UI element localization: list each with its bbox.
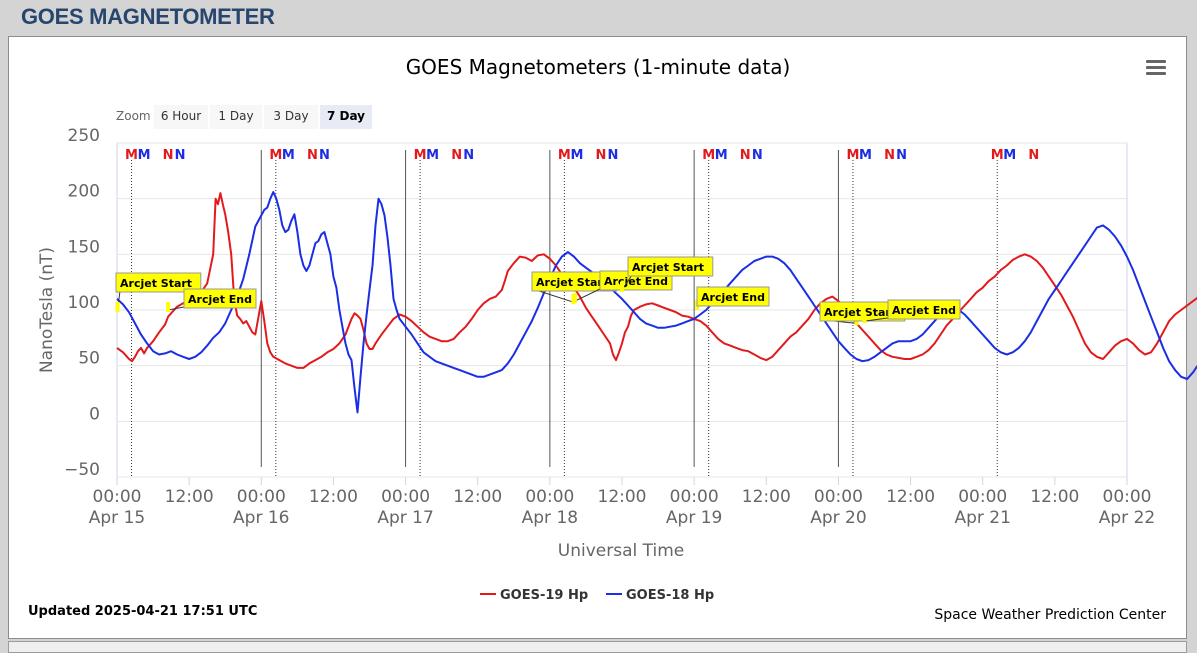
- top-marker-label: N: [319, 148, 330, 163]
- zoom-6-hour-button[interactable]: 6 Hour: [154, 105, 208, 129]
- top-marker-label: N: [163, 148, 174, 163]
- top-marker-label: M: [859, 148, 872, 163]
- menu-bar-icon: [1146, 66, 1166, 69]
- annotation-point-marker: [166, 302, 170, 312]
- annotation-label: Arcjet End: [604, 275, 668, 288]
- x-tick-time: 12:00: [742, 487, 791, 507]
- chart-title: GOES Magnetometers (1-minute data): [406, 55, 791, 79]
- x-tick-time: 00:00: [670, 487, 719, 507]
- y-axis-title: NanoTesla (nT): [37, 247, 57, 373]
- top-marker-label: N: [175, 148, 186, 163]
- x-axis-title: Universal Time: [558, 541, 684, 561]
- top-marker-label: M: [570, 148, 583, 163]
- top-marker-label: M: [414, 148, 427, 163]
- annotation-label: Arcjet End: [701, 291, 765, 304]
- x-tick-date: Apr 18: [522, 508, 578, 528]
- menu-bar-icon: [1146, 60, 1166, 63]
- zoom-1-day-button[interactable]: 1 Day: [210, 105, 262, 129]
- annotation-point-marker: [620, 282, 624, 292]
- top-marker-label: M: [138, 148, 151, 163]
- x-tick-time: 00:00: [1103, 487, 1152, 507]
- top-marker-label: N: [463, 148, 474, 163]
- top-marker-label: M: [1003, 148, 1016, 163]
- top-marker-label: N: [896, 148, 907, 163]
- annotation-label: Arcjet Start: [632, 261, 704, 274]
- x-tick-time: 12:00: [309, 487, 358, 507]
- y-tick-label: −50: [64, 460, 100, 480]
- x-tick-time: 00:00: [958, 487, 1007, 507]
- y-tick-label: 100: [68, 293, 100, 313]
- x-tick-date: Apr 17: [377, 508, 433, 528]
- x-tick-time: 12:00: [165, 487, 214, 507]
- top-marker-label: M: [282, 148, 295, 163]
- x-tick-time: 00:00: [525, 487, 574, 507]
- x-tick-date: Apr 19: [666, 508, 722, 528]
- top-marker-label: N: [608, 148, 619, 163]
- x-tick-time: 12:00: [598, 487, 647, 507]
- top-marker-label: M: [702, 148, 715, 163]
- top-marker-label: N: [740, 148, 751, 163]
- top-marker-label: M: [991, 148, 1004, 163]
- zoom-3-day-button[interactable]: 3 Day: [264, 105, 318, 129]
- x-tick-time: 00:00: [814, 487, 863, 507]
- top-marker-label: N: [307, 148, 318, 163]
- y-tick-label: 150: [68, 237, 100, 257]
- x-tick-date: Apr 16: [233, 508, 289, 528]
- credit-text: Space Weather Prediction Center: [934, 607, 1166, 623]
- annotation-point-marker: [573, 293, 577, 303]
- top-marker-label: N: [596, 148, 607, 163]
- x-tick-date: Apr 15: [89, 508, 145, 528]
- x-tick-time: 00:00: [237, 487, 286, 507]
- top-marker-label: N: [752, 148, 763, 163]
- annotation-label: Arcjet Start: [536, 276, 608, 289]
- y-tick-label: 250: [68, 126, 100, 146]
- x-tick-time: 00:00: [381, 487, 430, 507]
- annotation-label: Arcjet End: [188, 293, 252, 306]
- x-tick-time: 12:00: [886, 487, 935, 507]
- zoom-7-day-button[interactable]: 7 Day: [320, 105, 372, 129]
- legend-label: GOES-19 Hp: [500, 588, 588, 603]
- annotation-point-marker: [116, 302, 120, 312]
- menu-bar-icon: [1146, 72, 1166, 75]
- y-tick-label: 0: [89, 404, 100, 424]
- x-tick-time: 12:00: [453, 487, 502, 507]
- top-marker-label: N: [884, 148, 895, 163]
- annotation-label: Arcjet End: [892, 304, 956, 317]
- annotation-label: Arcjet Start: [824, 306, 896, 319]
- y-tick-label: 50: [78, 349, 100, 369]
- top-marker-label: M: [846, 148, 859, 163]
- hamburger-menu-icon[interactable]: [1146, 60, 1166, 78]
- top-marker-label: M: [269, 148, 282, 163]
- top-marker-label: M: [558, 148, 571, 163]
- top-marker-label: M: [715, 148, 728, 163]
- top-marker-label: M: [125, 148, 138, 163]
- top-marker-label: M: [426, 148, 439, 163]
- x-tick-time: 12:00: [1030, 487, 1079, 507]
- x-tick-date: Apr 21: [954, 508, 1010, 528]
- annotation-point-marker: [862, 313, 866, 323]
- x-tick-time: 00:00: [93, 487, 142, 507]
- legend-label: GOES-18 Hp: [626, 588, 714, 603]
- updated-timestamp: Updated 2025-04-21 17:51 UTC: [28, 604, 257, 619]
- top-marker-label: N: [451, 148, 462, 163]
- x-tick-date: Apr 20: [810, 508, 866, 528]
- y-tick-label: 200: [68, 182, 100, 202]
- zoom-label: Zoom: [116, 109, 151, 123]
- top-marker-label: N: [1028, 148, 1039, 163]
- annotation-label: Arcjet Start: [120, 277, 192, 290]
- x-tick-date: Apr 22: [1099, 508, 1155, 528]
